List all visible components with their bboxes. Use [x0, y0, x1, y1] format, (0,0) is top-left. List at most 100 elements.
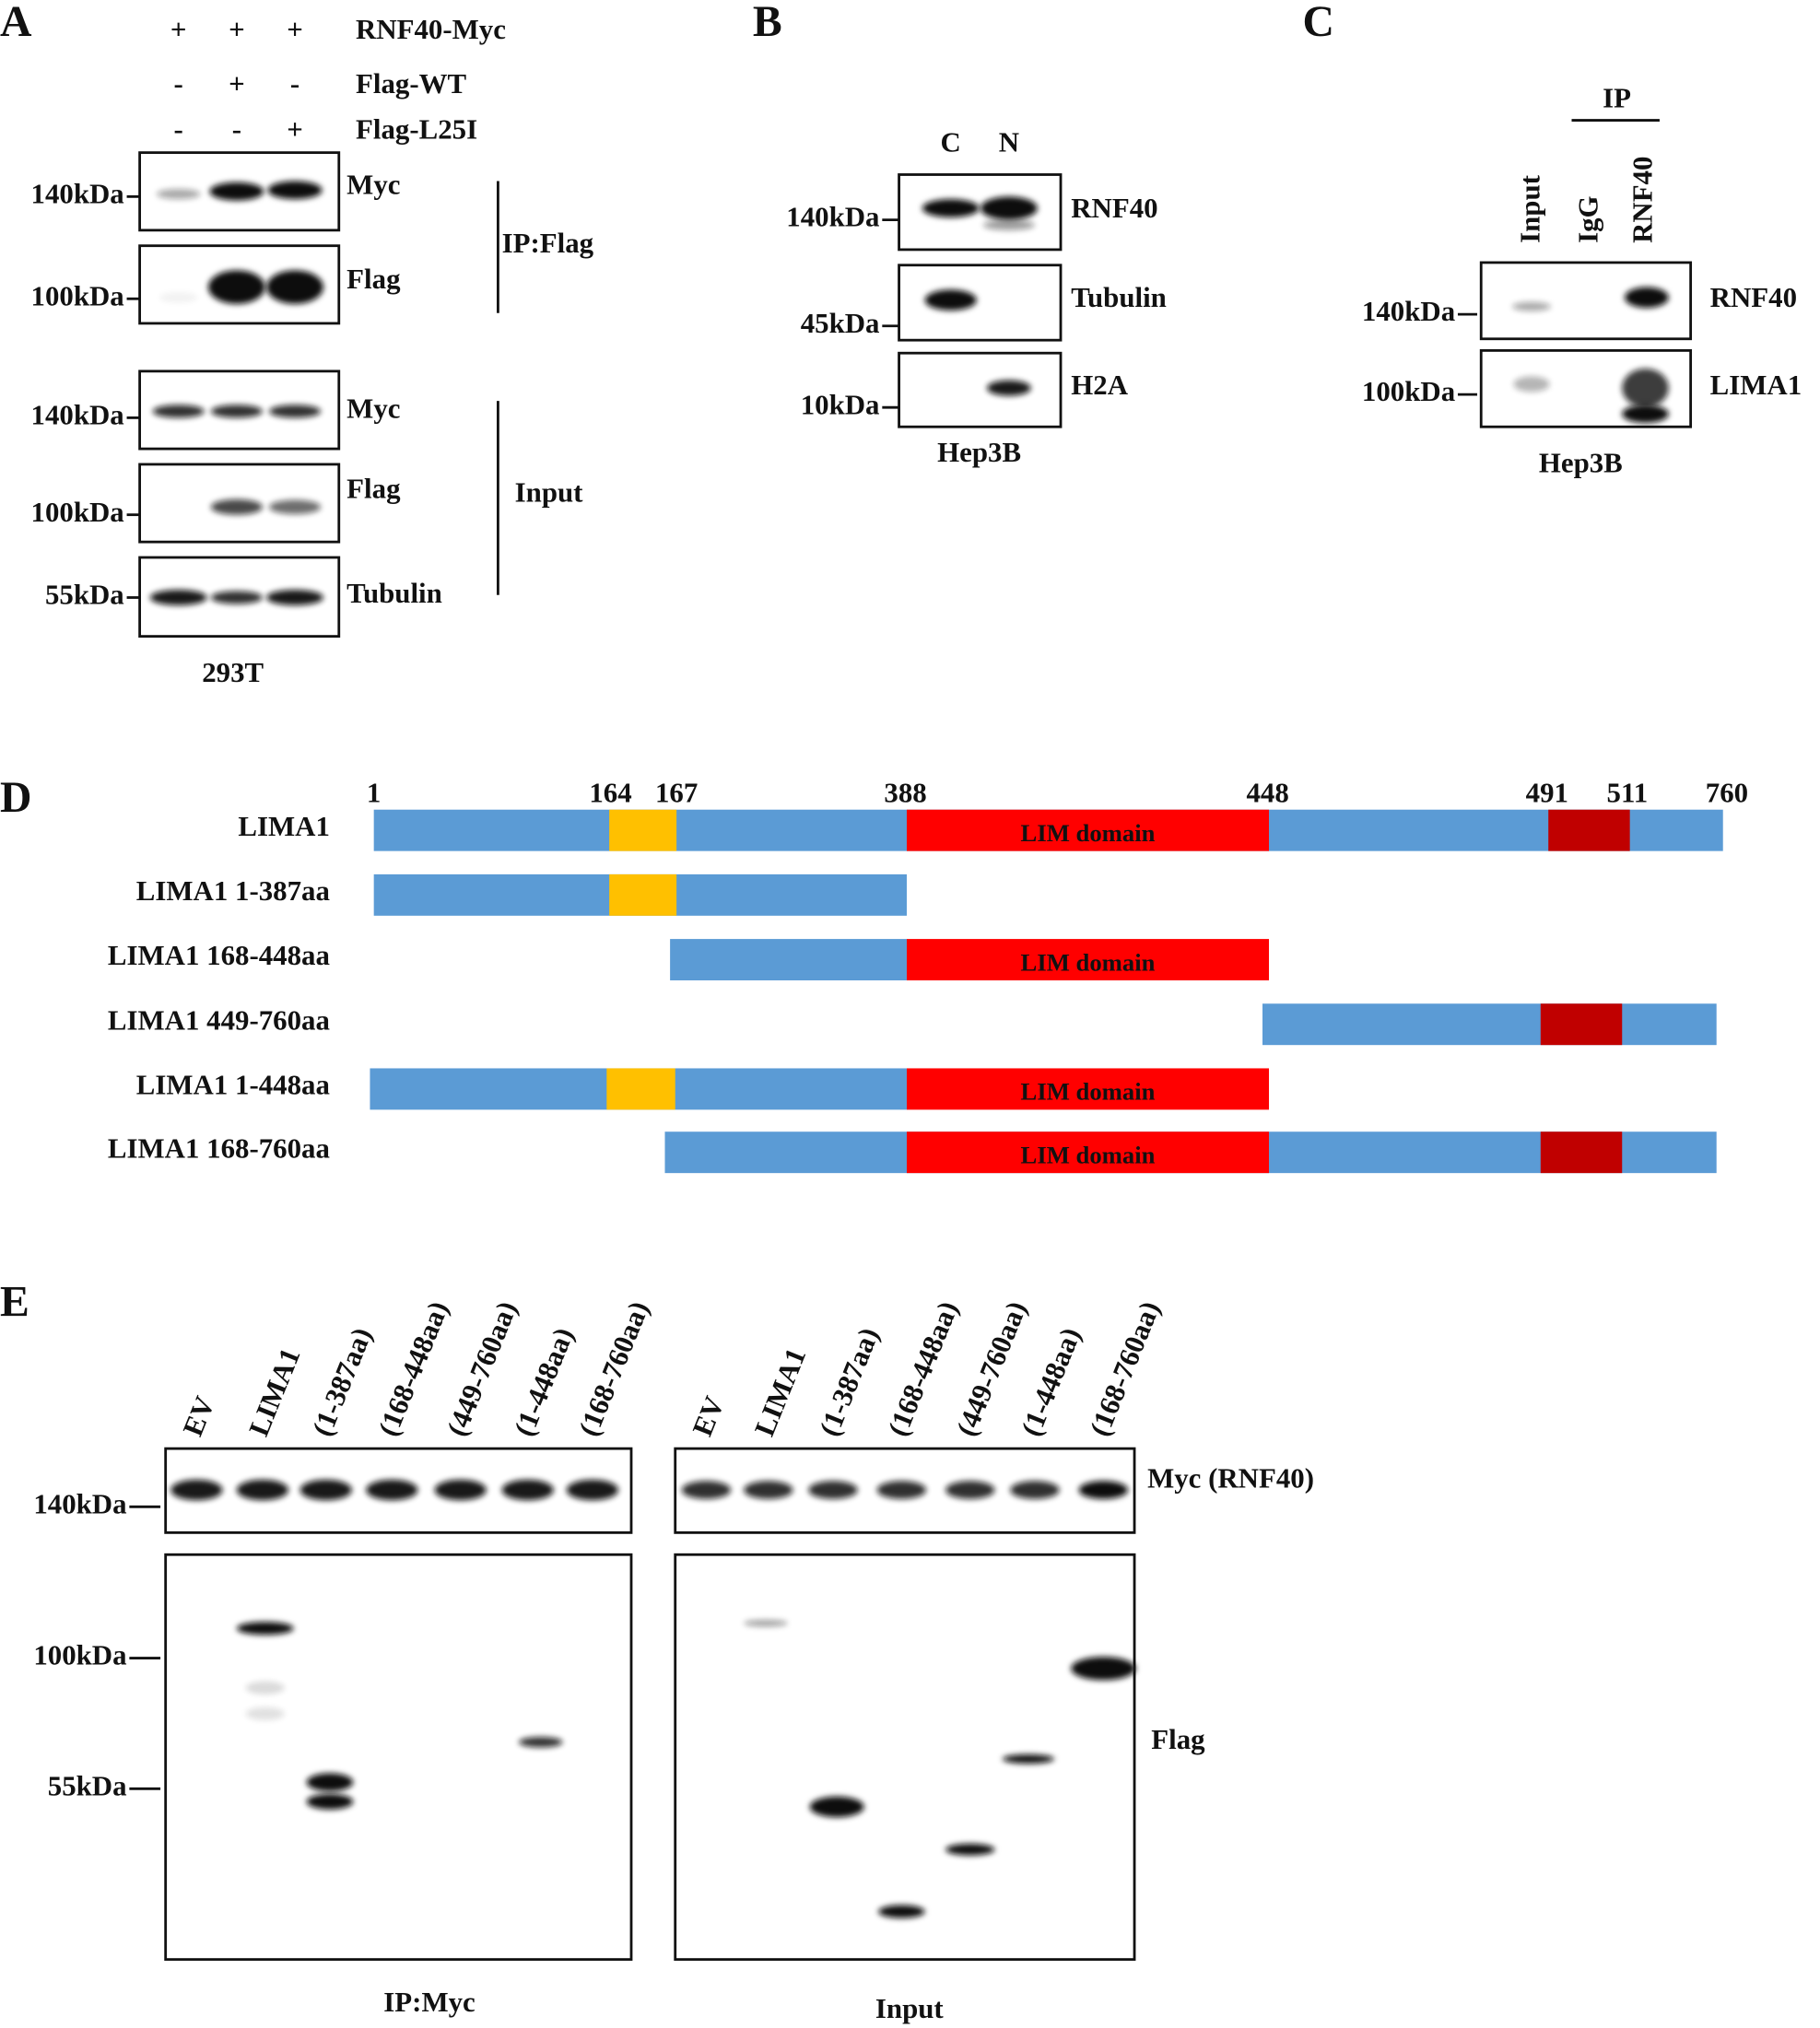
cell-line: Hep3B	[937, 436, 1021, 468]
cell-line: 293T	[202, 656, 264, 688]
band	[744, 1620, 788, 1627]
lane-label: LIMA1	[748, 1343, 813, 1440]
construct-label: LIMA1 168-760aa	[108, 1131, 330, 1164]
domain-segment	[609, 873, 677, 916]
band	[987, 380, 1031, 396]
band	[924, 289, 977, 311]
panel-label: E	[0, 1278, 29, 1327]
antibody-label: Myc	[346, 169, 400, 201]
domain-segment	[906, 939, 1270, 981]
lane-label: (168-760aa)	[572, 1296, 655, 1440]
treatment-sign: -	[174, 67, 183, 100]
domain-label: LIM domain	[1021, 819, 1156, 847]
band	[566, 1479, 618, 1501]
position-label: 511	[1607, 776, 1649, 808]
domain-segment	[609, 809, 677, 851]
domain-segment	[906, 1068, 1270, 1110]
lane-label: (168-448aa)	[881, 1296, 964, 1440]
band	[876, 1481, 927, 1499]
antibody-label: Tubulin	[346, 577, 442, 609]
lane-label: (1-448aa)	[1015, 1323, 1087, 1441]
treatment-name: RNF40-Myc	[356, 13, 506, 45]
band	[266, 590, 323, 605]
panel-label: A	[0, 0, 32, 46]
band	[922, 199, 980, 217]
band	[306, 1793, 354, 1810]
blot-frame	[898, 173, 1063, 252]
group-label: Input	[515, 476, 584, 509]
blot-frame	[898, 351, 1063, 428]
band	[210, 498, 263, 515]
position-label: 448	[1246, 776, 1288, 808]
band	[1622, 404, 1669, 424]
lane-label: (168-448aa)	[371, 1296, 454, 1440]
position-label: 1	[367, 776, 381, 808]
group-label: Input	[875, 1992, 945, 2024]
domain-segment	[670, 939, 907, 981]
treatment-name: Flag-WT	[356, 67, 466, 100]
marker-label: 100kDa	[31, 496, 124, 528]
marker-label: 55kDa	[48, 1769, 127, 1801]
antibody-label: Flag	[346, 263, 401, 295]
ip-label: IP	[1603, 82, 1631, 114]
band	[1511, 301, 1552, 311]
treatment-sign: -	[232, 112, 241, 145]
band	[501, 1479, 554, 1501]
lane-label: C	[941, 125, 961, 158]
blot-frame	[898, 264, 1063, 342]
lane-label: N	[999, 125, 1019, 158]
band	[878, 1905, 925, 1918]
lane-label: LIMA1	[242, 1343, 307, 1440]
antibody-label: RNF40	[1710, 281, 1797, 313]
antibody-label: Flag	[346, 473, 401, 505]
antibody-label: RNF40	[1071, 192, 1157, 224]
domain-segment	[906, 809, 1270, 851]
band	[1071, 1657, 1136, 1681]
domain-label: LIM domain	[1021, 948, 1156, 976]
band	[299, 1479, 352, 1501]
marker-label: 100kDa	[1362, 375, 1455, 407]
band	[236, 1479, 289, 1501]
domain-label: LIM domain	[1021, 1078, 1156, 1106]
antibody-label: Flag	[1151, 1723, 1205, 1755]
band	[809, 1796, 864, 1818]
position-label: 491	[1526, 776, 1568, 808]
lane-label: (1-448aa)	[508, 1323, 581, 1441]
band	[1622, 369, 1669, 408]
band	[152, 404, 205, 418]
band	[210, 404, 263, 418]
construct-label: LIMA1	[238, 810, 330, 842]
position-label: 167	[655, 776, 698, 808]
band	[808, 1481, 858, 1499]
band	[266, 270, 323, 304]
band	[268, 499, 322, 514]
band	[744, 1481, 793, 1499]
band	[306, 1773, 354, 1792]
treatment-sign: -	[174, 112, 183, 145]
construct-label: LIMA1 449-760aa	[108, 1003, 330, 1036]
panel-label: C	[1303, 0, 1334, 46]
lane-label: Input	[1513, 174, 1545, 243]
antibody-label: Myc (RNF40)	[1147, 1461, 1314, 1494]
band	[980, 196, 1038, 220]
band	[1002, 1754, 1055, 1764]
domain-label: LIM domain	[1021, 1141, 1156, 1168]
band	[156, 188, 201, 200]
construct-label: LIMA1 1-387aa	[136, 874, 330, 907]
domain-segment	[606, 1068, 675, 1110]
treatment-sign: +	[229, 13, 245, 45]
marker-label: 140kDa	[31, 398, 124, 430]
lane-label: RNF40	[1626, 157, 1659, 243]
lane-label: (1-387aa)	[813, 1323, 886, 1441]
band	[245, 1706, 285, 1720]
antibody-label: Myc	[346, 392, 400, 424]
treatment-sign: +	[287, 112, 303, 145]
treatment-sign: +	[287, 13, 303, 45]
marker-label: 45kDa	[801, 307, 880, 339]
marker-label: 140kDa	[1362, 295, 1455, 327]
treatment-name: Flag-L25I	[356, 112, 477, 145]
position-label: 164	[589, 776, 631, 808]
band	[434, 1479, 487, 1501]
